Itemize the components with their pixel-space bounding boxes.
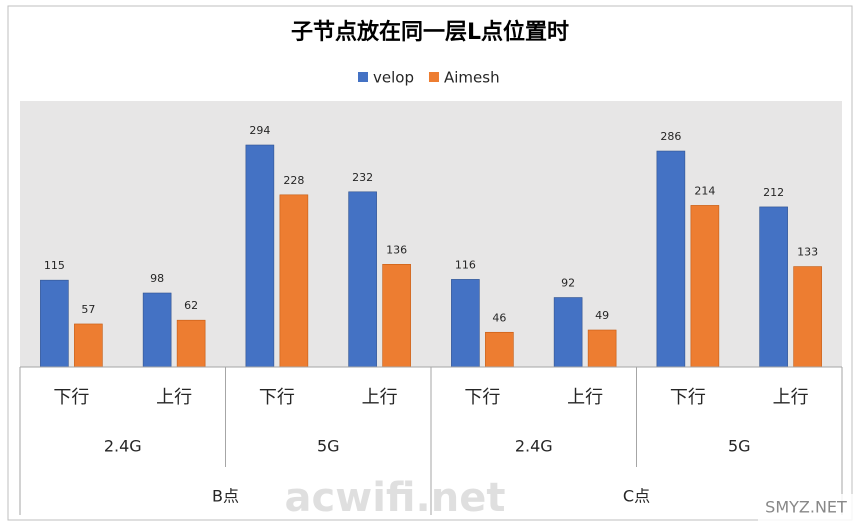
- chart-title: 子节点放在同一层L点位置时: [291, 19, 569, 45]
- x-supergroup-label: B点: [212, 487, 239, 506]
- x-supergroup-label: C点: [623, 487, 650, 506]
- data-label: 286: [660, 130, 681, 143]
- bar: [142, 292, 172, 368]
- bar: [245, 144, 275, 368]
- x-group-label: 2.4G: [104, 437, 142, 456]
- bar: [553, 297, 583, 368]
- x-tick-label: 上行: [156, 387, 192, 408]
- bar: [690, 205, 720, 368]
- bar: [485, 331, 514, 368]
- x-tick-label: 上行: [773, 387, 809, 408]
- watermark-bg: [758, 494, 854, 522]
- x-group-label: 2.4G: [515, 437, 553, 456]
- data-label: 136: [386, 243, 407, 256]
- bar: [348, 191, 377, 368]
- watermark: SMYZ.NET: [765, 498, 847, 517]
- watermark: acwifi.net: [285, 475, 506, 521]
- bar: [74, 323, 103, 368]
- bar: [176, 319, 206, 368]
- data-label: 57: [81, 303, 95, 316]
- x-tick-label: 上行: [567, 387, 603, 408]
- x-tick-label: 下行: [53, 387, 89, 408]
- data-label: 232: [352, 171, 373, 184]
- data-label: 212: [763, 186, 784, 199]
- bar: [40, 279, 69, 368]
- bar: [451, 279, 480, 368]
- data-label: 133: [797, 246, 818, 259]
- chart-frame: [7, 5, 853, 521]
- bar: [759, 206, 788, 368]
- x-tick-label: 下行: [464, 387, 500, 408]
- bar: [587, 329, 617, 368]
- data-label: 49: [595, 309, 609, 322]
- data-label: 98: [150, 272, 164, 285]
- data-label: 92: [561, 277, 575, 290]
- data-label: 214: [694, 184, 715, 197]
- data-label: 228: [283, 174, 304, 187]
- data-label: 115: [44, 259, 65, 272]
- x-group-label: 5G: [728, 437, 751, 456]
- x-tick-label: 下行: [670, 387, 706, 408]
- legend-swatch: [358, 72, 368, 82]
- bar: [279, 194, 309, 368]
- data-label: 116: [455, 258, 476, 271]
- legend-label: Aimesh: [444, 69, 500, 87]
- x-group-label: 5G: [317, 437, 340, 456]
- bar: [793, 266, 822, 368]
- bar: [656, 150, 686, 368]
- legend-label: velop: [373, 69, 414, 87]
- x-tick-label: 上行: [362, 387, 398, 408]
- data-label: 46: [492, 311, 506, 324]
- x-tick-label: 下行: [259, 387, 295, 408]
- legend-swatch: [428, 72, 439, 82]
- data-label: 294: [249, 124, 270, 137]
- bar: [382, 264, 411, 368]
- data-label: 62: [184, 299, 198, 312]
